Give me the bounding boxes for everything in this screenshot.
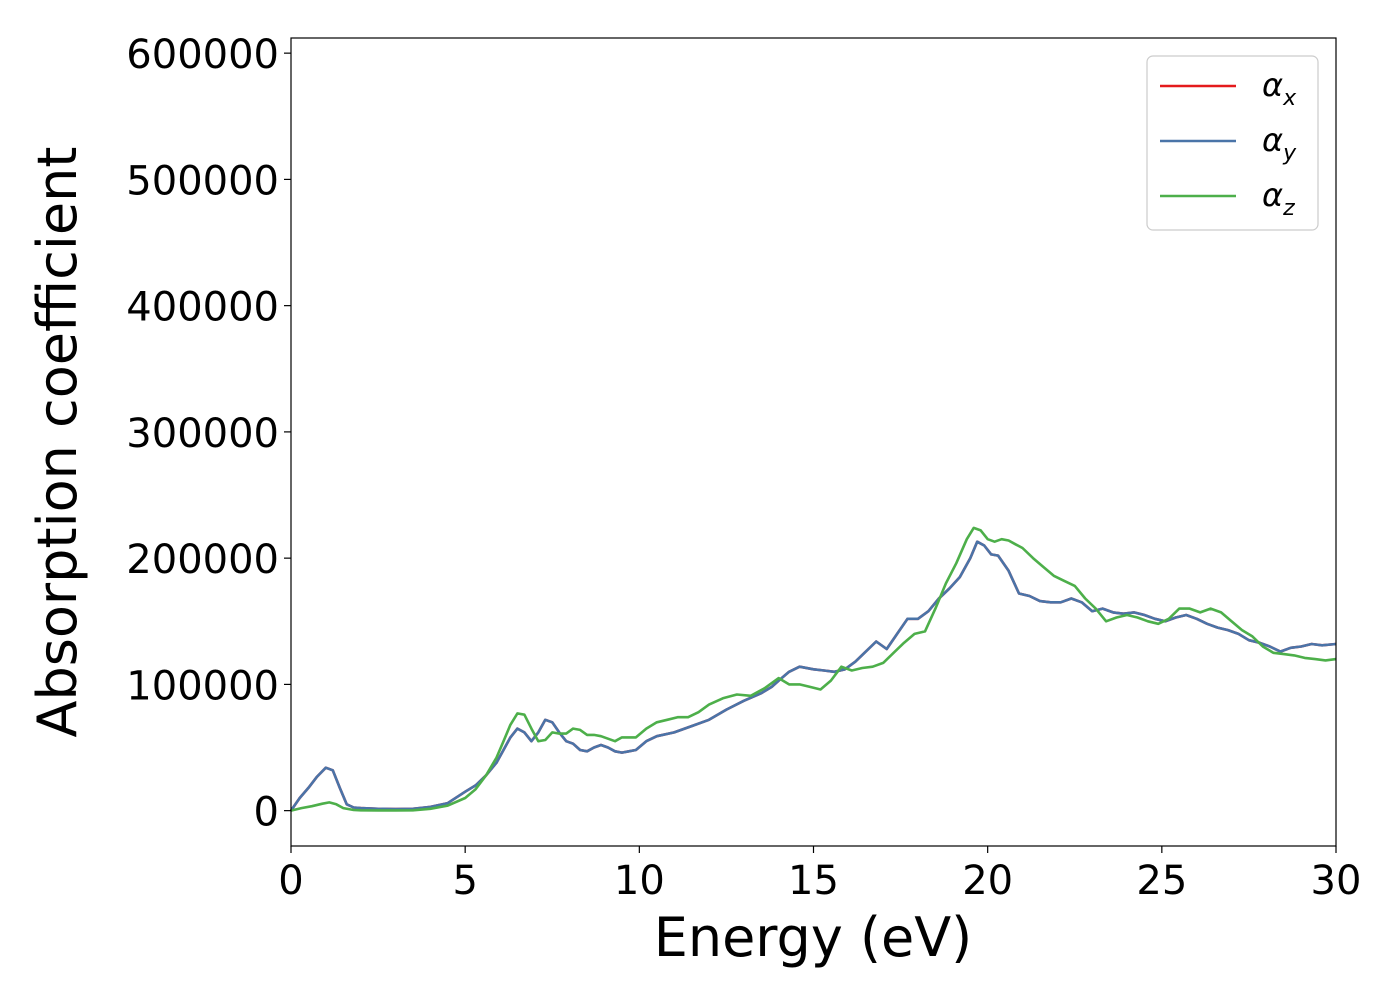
legend: αx αy αz xyxy=(1146,55,1319,231)
x-tick-label: 5 xyxy=(452,858,477,904)
x-tick-label: 15 xyxy=(788,858,839,904)
y-tick-label: 200000 xyxy=(126,537,279,583)
x-tick-label: 25 xyxy=(1136,858,1187,904)
legend-label-x: αx xyxy=(1262,66,1297,111)
y-tick-label: 500000 xyxy=(126,158,279,204)
legend-entries: αx αy αz xyxy=(1160,66,1297,221)
x-tick-label: 30 xyxy=(1311,858,1362,904)
x-tick-label: 10 xyxy=(614,858,665,904)
y-axis-ticks: 0 100000 200000 300000 400000 500000 600000 xyxy=(126,32,291,836)
legend-box xyxy=(1146,55,1319,231)
x-axis-ticks: 0 5 10 15 20 25 30 xyxy=(278,846,1361,904)
x-tick-label: 0 xyxy=(278,858,303,904)
y-tick-label: 0 xyxy=(254,790,279,836)
y-tick-label: 400000 xyxy=(126,285,279,331)
x-tick-label: 20 xyxy=(962,858,1013,904)
y-tick-label: 100000 xyxy=(126,663,279,709)
y-axis-label: Absorption coefficient xyxy=(26,147,89,738)
legend-label-y: αy xyxy=(1262,121,1297,166)
legend-label-z: αz xyxy=(1262,176,1295,221)
y-tick-label: 600000 xyxy=(126,32,279,78)
series-lines-layer xyxy=(289,526,1337,812)
y-tick-label: 300000 xyxy=(126,411,279,457)
series-line-x xyxy=(289,540,1337,812)
series-line-y xyxy=(289,540,1337,812)
x-axis-label: Energy (eV) xyxy=(654,906,973,969)
series-line-z xyxy=(290,526,1337,812)
